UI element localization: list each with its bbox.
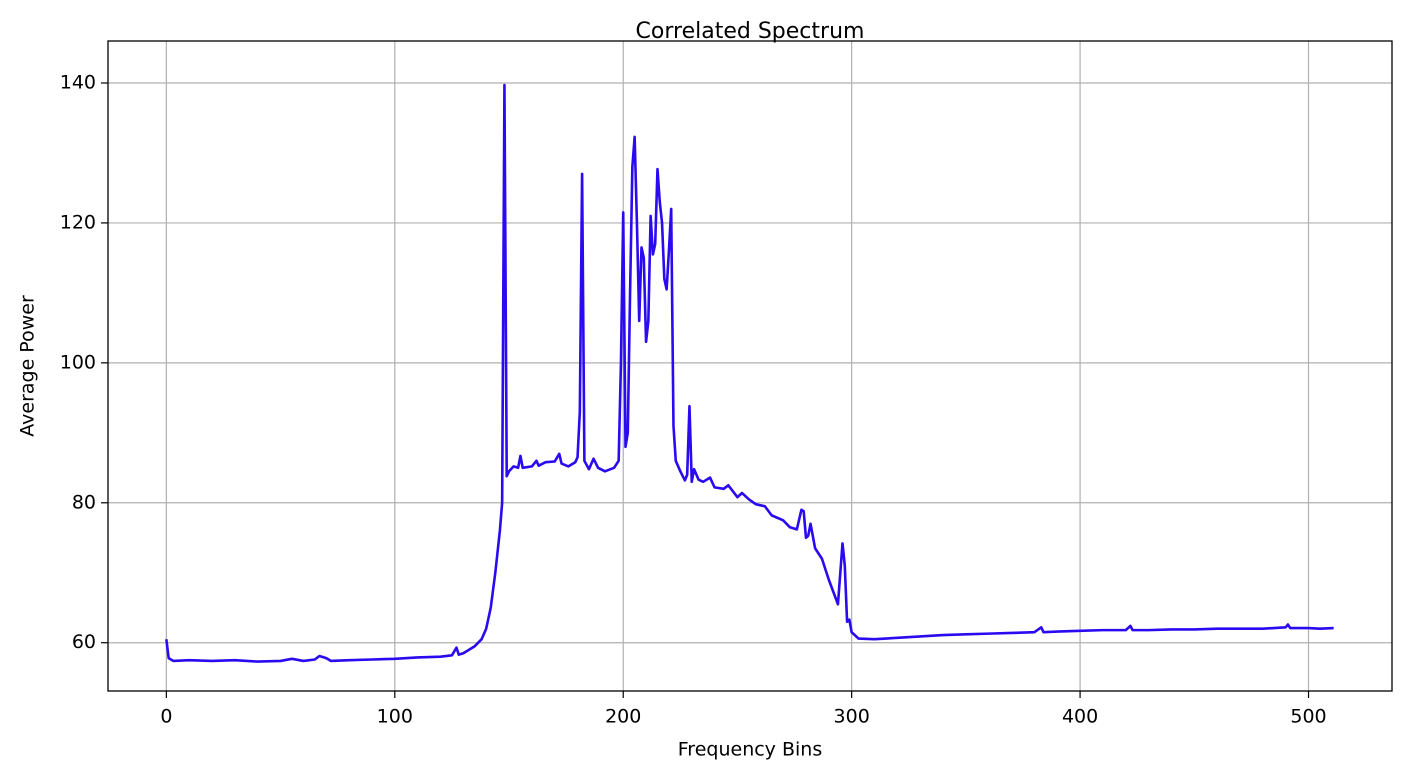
y-tick-label: 80 — [72, 491, 96, 513]
y-tick-label: 140 — [60, 71, 96, 93]
y-axis-label: Average Power — [17, 295, 39, 437]
x-axis-label: Frequency Bins — [678, 739, 822, 761]
x-tick-label: 500 — [1290, 706, 1326, 728]
axes-frame — [107, 40, 1393, 692]
x-tick-label: 300 — [834, 706, 870, 728]
x-tick-label: 100 — [377, 706, 413, 728]
grid — [108, 41, 1392, 691]
x-tick-label: 400 — [1062, 706, 1098, 728]
data-line — [165, 83, 1334, 663]
y-tick-label: 100 — [60, 351, 96, 373]
plot-area — [165, 83, 1334, 663]
chart-title: Correlated Spectrum — [636, 19, 865, 44]
x-tick-label: 0 — [160, 706, 172, 728]
y-tick-label: 60 — [72, 631, 96, 653]
y-tick-label: 120 — [60, 211, 96, 233]
x-tick-label: 200 — [605, 706, 641, 728]
